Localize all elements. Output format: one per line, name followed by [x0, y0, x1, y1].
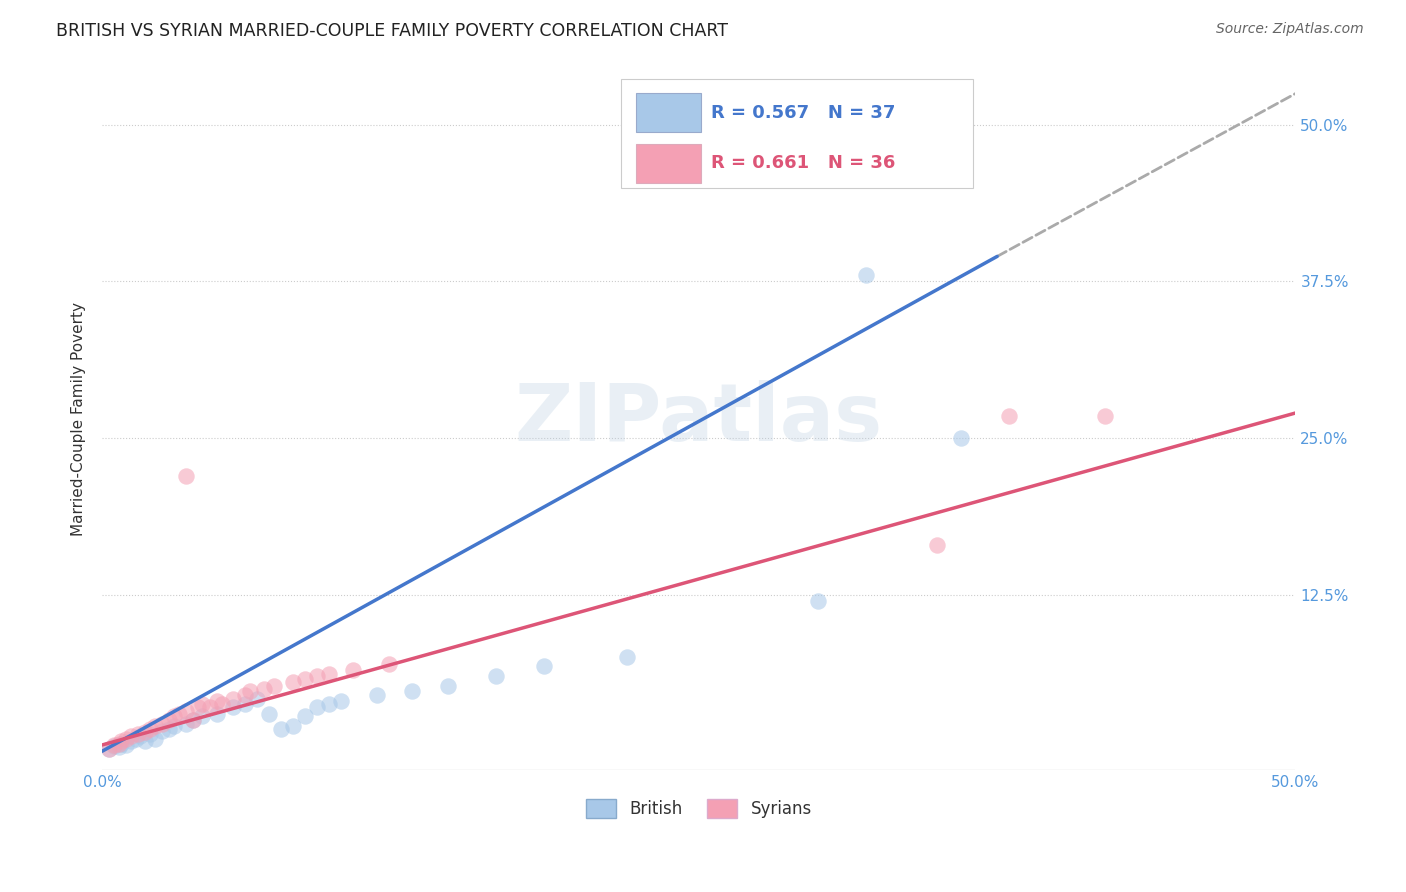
Point: [143, 719, 166, 733]
Point: [270, 722, 292, 736]
Point: [181, 713, 204, 727]
Point: [294, 672, 316, 686]
Point: [157, 713, 180, 727]
Point: [191, 697, 214, 711]
Legend: British, Syrians: British, Syrians: [579, 793, 818, 825]
Point: [120, 729, 142, 743]
Text: R = 0.661   N = 36: R = 0.661 N = 36: [711, 154, 896, 172]
Point: [235, 688, 257, 702]
Point: [174, 468, 197, 483]
FancyBboxPatch shape: [636, 93, 702, 132]
Point: [191, 709, 214, 723]
Text: BRITISH VS SYRIAN MARRIED-COUPLE FAMILY POVERTY CORRELATION CHART: BRITISH VS SYRIAN MARRIED-COUPLE FAMILY …: [56, 22, 728, 40]
Point: [139, 722, 162, 736]
Point: [1094, 409, 1116, 423]
Point: [211, 697, 233, 711]
Text: ZIPatlas: ZIPatlas: [515, 380, 883, 458]
Point: [485, 669, 508, 683]
Point: [263, 679, 285, 693]
Point: [157, 722, 180, 736]
FancyBboxPatch shape: [621, 79, 973, 188]
Point: [235, 697, 257, 711]
Point: [98, 741, 121, 756]
Point: [120, 734, 142, 748]
Point: [305, 700, 328, 714]
Point: [294, 709, 316, 723]
Point: [318, 666, 340, 681]
Point: [134, 725, 156, 739]
Point: [855, 268, 877, 283]
Point: [110, 737, 132, 751]
Point: [222, 691, 245, 706]
Point: [318, 697, 340, 711]
Point: [98, 741, 121, 756]
Point: [377, 657, 399, 671]
Point: [150, 724, 173, 739]
Point: [139, 727, 162, 741]
Point: [174, 716, 197, 731]
Point: [253, 681, 276, 696]
Point: [163, 719, 186, 733]
Point: [115, 731, 138, 746]
Point: [342, 663, 364, 677]
Point: [129, 729, 152, 743]
Point: [167, 706, 190, 721]
Point: [205, 694, 228, 708]
Point: [124, 731, 146, 746]
Point: [950, 431, 973, 445]
Y-axis label: Married-Couple Family Poverty: Married-Couple Family Poverty: [72, 302, 86, 536]
Point: [103, 739, 125, 754]
Point: [246, 691, 269, 706]
Text: R = 0.567   N = 37: R = 0.567 N = 37: [711, 103, 896, 121]
Point: [108, 737, 131, 751]
Point: [222, 700, 245, 714]
Point: [259, 706, 281, 721]
Point: [143, 731, 166, 746]
Point: [127, 727, 149, 741]
Point: [163, 709, 186, 723]
Point: [181, 713, 204, 727]
Point: [281, 719, 304, 733]
Point: [616, 650, 638, 665]
Point: [366, 688, 388, 702]
Point: [927, 537, 949, 551]
Point: [437, 679, 460, 693]
Point: [103, 738, 125, 752]
Point: [533, 659, 555, 673]
FancyBboxPatch shape: [636, 145, 702, 183]
Point: [108, 740, 131, 755]
Point: [150, 716, 173, 731]
Point: [281, 675, 304, 690]
Point: [401, 684, 423, 698]
Point: [305, 669, 328, 683]
Point: [205, 706, 228, 721]
Point: [239, 684, 262, 698]
Point: [110, 734, 132, 748]
Point: [134, 734, 156, 748]
Point: [998, 409, 1021, 423]
Point: [807, 594, 830, 608]
Point: [198, 700, 221, 714]
Text: Source: ZipAtlas.com: Source: ZipAtlas.com: [1216, 22, 1364, 37]
Point: [187, 700, 209, 714]
Point: [174, 704, 197, 718]
Point: [115, 738, 138, 752]
Point: [329, 694, 352, 708]
